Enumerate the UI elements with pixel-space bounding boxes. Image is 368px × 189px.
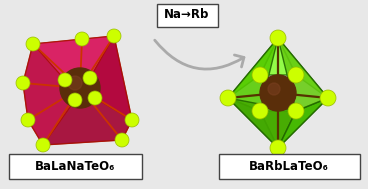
Circle shape bbox=[252, 67, 268, 83]
Circle shape bbox=[26, 37, 40, 51]
Text: BaRbLaTeO₆: BaRbLaTeO₆ bbox=[249, 160, 329, 173]
Circle shape bbox=[68, 93, 82, 107]
Circle shape bbox=[16, 76, 30, 90]
FancyBboxPatch shape bbox=[219, 153, 360, 178]
Circle shape bbox=[36, 138, 50, 152]
Circle shape bbox=[58, 73, 72, 87]
Circle shape bbox=[21, 113, 35, 127]
Polygon shape bbox=[278, 38, 328, 98]
Text: Na→Rb: Na→Rb bbox=[164, 9, 210, 22]
Circle shape bbox=[320, 90, 336, 106]
Polygon shape bbox=[260, 111, 296, 148]
Circle shape bbox=[125, 113, 139, 127]
Circle shape bbox=[115, 133, 129, 147]
FancyBboxPatch shape bbox=[156, 4, 217, 26]
Polygon shape bbox=[228, 98, 296, 148]
Text: BaLaNaTeO₆: BaLaNaTeO₆ bbox=[35, 160, 115, 173]
Circle shape bbox=[288, 67, 304, 83]
Circle shape bbox=[220, 90, 236, 106]
Circle shape bbox=[252, 103, 268, 119]
Polygon shape bbox=[33, 36, 114, 80]
Polygon shape bbox=[278, 98, 328, 148]
Circle shape bbox=[83, 71, 97, 85]
Polygon shape bbox=[228, 98, 278, 148]
Polygon shape bbox=[228, 38, 278, 111]
Polygon shape bbox=[228, 38, 278, 98]
Circle shape bbox=[268, 83, 280, 95]
Polygon shape bbox=[278, 98, 328, 148]
Polygon shape bbox=[23, 36, 132, 145]
Circle shape bbox=[288, 103, 304, 119]
FancyBboxPatch shape bbox=[8, 153, 142, 178]
Circle shape bbox=[260, 75, 296, 111]
Circle shape bbox=[107, 29, 121, 43]
Circle shape bbox=[270, 30, 286, 46]
Circle shape bbox=[60, 68, 100, 108]
Polygon shape bbox=[260, 38, 296, 75]
Polygon shape bbox=[90, 36, 132, 120]
Circle shape bbox=[68, 76, 82, 90]
Polygon shape bbox=[278, 38, 328, 111]
Circle shape bbox=[88, 91, 102, 105]
Polygon shape bbox=[43, 98, 132, 145]
Polygon shape bbox=[23, 44, 75, 145]
Circle shape bbox=[75, 32, 89, 46]
Circle shape bbox=[270, 140, 286, 156]
